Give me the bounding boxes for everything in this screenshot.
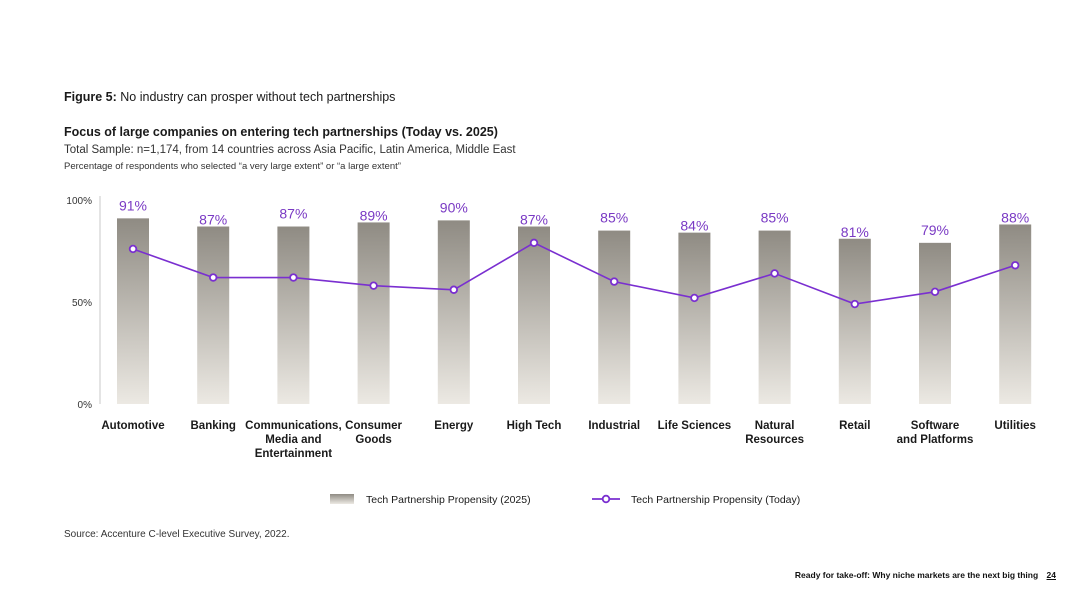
category-label: Energy — [434, 420, 474, 432]
y-axis: 100% 50% 0% — [66, 196, 101, 411]
bar-value-label: 81% — [841, 224, 869, 240]
category-labels: Automotive Banking Communications, Media an… — [101, 420, 1036, 460]
line-point — [610, 277, 619, 286]
category-label: Software and Platforms — [897, 420, 974, 446]
bar — [277, 226, 310, 404]
bar-value-label: 89% — [360, 207, 388, 223]
bar-value-label: 87% — [279, 206, 307, 222]
category-label: Communications, Media and Entertainment — [245, 420, 341, 460]
bar — [357, 222, 390, 404]
figure-caption: Figure 5: No industry can prosper withou… — [64, 90, 395, 104]
bar-value-labels: 91% 87% 87% 89% 90% 87% 85% 84% 85% 81% 79% 88% — [119, 197, 1029, 239]
category-label: Industrial — [588, 420, 640, 432]
bar — [518, 226, 550, 404]
line-point — [850, 299, 859, 309]
bar — [919, 242, 951, 404]
line-point — [1011, 261, 1020, 270]
category-label: Natural Resources — [745, 420, 804, 446]
bar — [437, 220, 470, 404]
category-label: Automotive — [101, 420, 164, 432]
bar — [758, 230, 791, 404]
line-point — [529, 238, 539, 248]
line-point — [208, 273, 218, 282]
bar — [598, 230, 631, 404]
line-point — [289, 273, 298, 282]
bar-value-label: 87% — [520, 212, 548, 228]
bar-value-label: 85% — [600, 210, 628, 226]
bar-value-label: 91% — [119, 197, 147, 213]
bar — [838, 238, 871, 404]
category-label: High Tech — [507, 420, 562, 432]
legend-swatch-bar — [330, 494, 354, 504]
line-point — [128, 244, 138, 254]
bar-value-label: 90% — [440, 199, 468, 215]
line-point — [770, 269, 779, 278]
bar — [197, 226, 230, 404]
chart-title: Focus of large companies on entering tec… — [64, 125, 498, 139]
bar-value-label: 87% — [199, 212, 227, 228]
page-footer: Ready for take-off: Why niche markets ar… — [795, 570, 1056, 580]
figure-number: Figure 5: — [64, 90, 117, 104]
category-label: Life Sciences — [658, 420, 732, 432]
source-note: Source: Accenture C-level Executive Surv… — [64, 529, 290, 540]
category-label: Consumer Goods — [345, 420, 402, 446]
bar-value-label: 84% — [680, 218, 708, 234]
legend-marker — [601, 494, 611, 504]
chart-subtitle: Total Sample: n=1,174, from 14 countries… — [64, 144, 516, 156]
y-tick-label: 50% — [72, 298, 92, 309]
legend-label-2025: Tech Partnership Propensity (2025) — [366, 494, 531, 506]
category-label: Banking — [191, 420, 236, 432]
page-number: 24 — [1046, 570, 1056, 580]
line-series — [128, 238, 1020, 309]
category-label: Utilities — [994, 420, 1036, 432]
bar-value-label: 85% — [761, 210, 789, 226]
bar-series — [117, 218, 1032, 404]
line-point — [690, 293, 699, 303]
legend-label-today: Tech Partnership Propensity (Today) — [631, 494, 800, 506]
bar — [999, 224, 1032, 404]
line-point — [930, 287, 940, 296]
y-tick-label: 0% — [78, 400, 93, 411]
figure-caption-text: No industry can prosper without tech par… — [120, 90, 396, 104]
legend: Tech Partnership Propensity (2025) Tech P… — [330, 494, 800, 506]
category-label: Retail — [839, 420, 870, 432]
line-point — [369, 281, 378, 290]
line-point — [449, 285, 458, 294]
today-series-line — [132, 241, 1016, 305]
footer-title: Ready for take-off: Why niche markets ar… — [794, 570, 1039, 580]
y-tick-label: 100% — [66, 196, 92, 207]
bar-value-label: 79% — [921, 222, 949, 238]
bar-value-label: 88% — [1001, 209, 1029, 225]
chart-subtitle-secondary: Percentage of respondents who selected “… — [64, 161, 401, 172]
bar — [678, 232, 711, 404]
